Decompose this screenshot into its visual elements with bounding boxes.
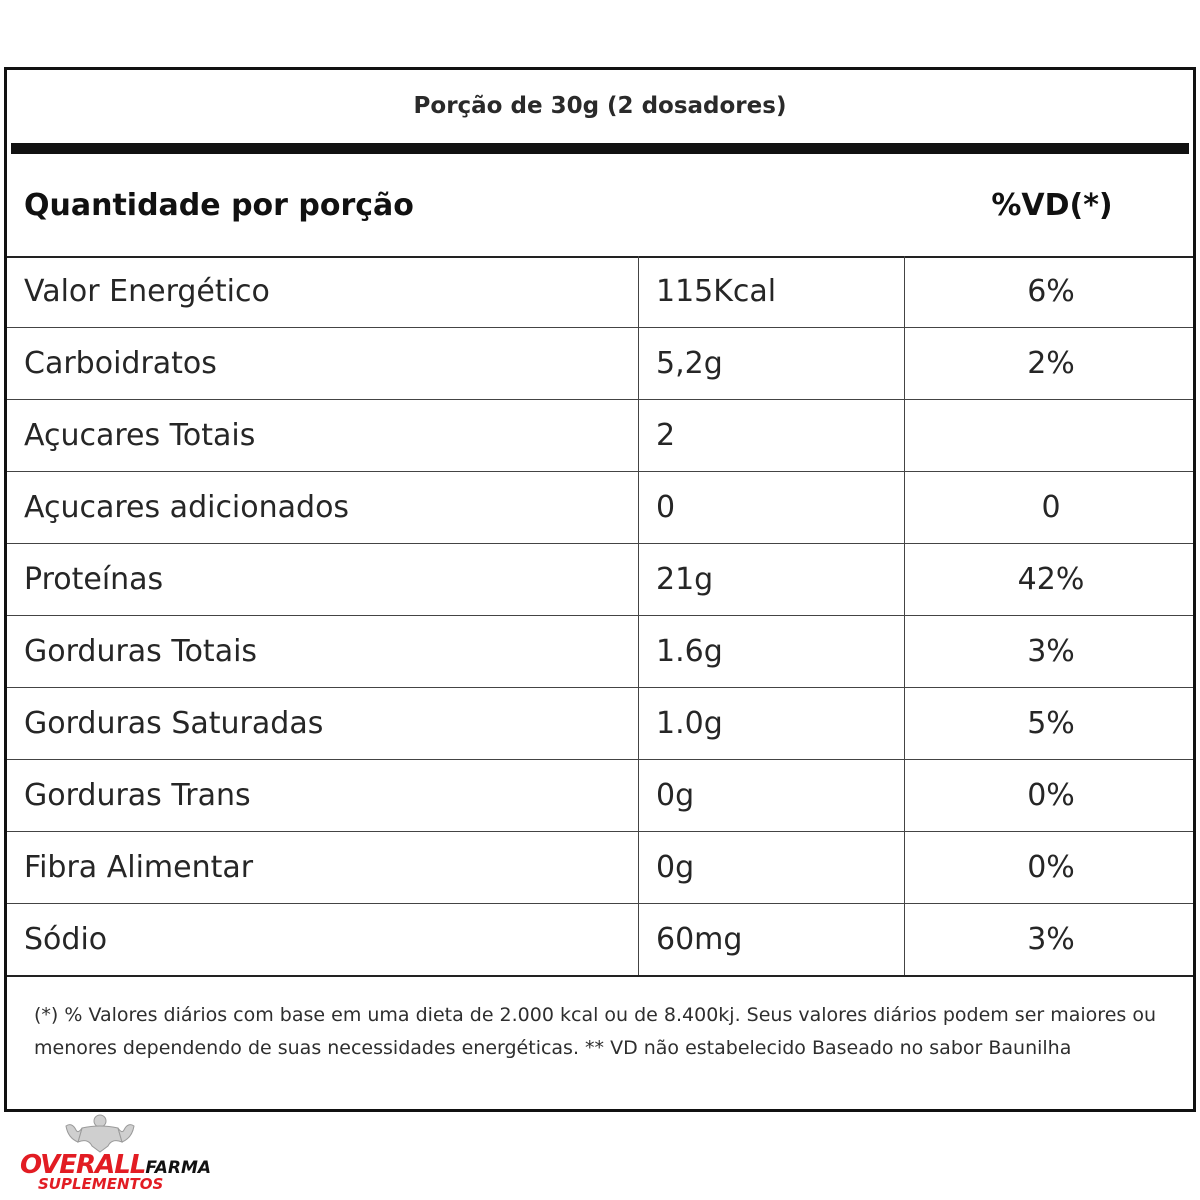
nutrient-name: Açucares adicionados [24, 490, 350, 525]
table-header: Quantidade por porção %VD(*) [7, 154, 1193, 258]
nutrient-daily-value: 3% [904, 904, 1197, 975]
nutrient-amount: 21g [638, 544, 903, 615]
table-row: Carboidratos 5,2g 2% [7, 328, 1193, 400]
nutrient-amount: 0 [638, 472, 903, 543]
nutrition-facts-table: Porção de 30g (2 dosadores) Quantidade p… [4, 67, 1196, 1112]
nutrient-name: Gorduras Totais [24, 634, 258, 669]
nutrient-name: Gorduras Trans [24, 778, 251, 813]
nutrient-daily-value: 2% [904, 328, 1197, 399]
logo-word-overall: OVERALL [20, 1150, 146, 1180]
nutrient-amount: 60mg [638, 904, 903, 975]
nutrient-amount: 0g [638, 760, 903, 831]
daily-values-footnote: (*) % Valores diários com base em uma di… [34, 1004, 1156, 1059]
nutrient-daily-value: 0% [904, 832, 1197, 903]
nutrient-amount: 0g [638, 832, 903, 903]
nutrient-rows: Valor Energético 115Kcal 6% Carboidratos… [7, 256, 1193, 977]
nutrient-daily-value: 5% [904, 688, 1197, 759]
table-row: Açucares adicionados 0 0 [7, 472, 1193, 544]
header-daily-value: %VD(*) [991, 187, 1113, 223]
table-row: Açucares Totais 2 [7, 400, 1193, 472]
nutrient-name: Gorduras Saturadas [24, 706, 324, 741]
nutrient-name: Açucares Totais [24, 418, 256, 453]
serving-size: Porção de 30g (2 dosadores) [413, 93, 787, 119]
nutrient-amount: 1.6g [638, 616, 903, 687]
nutrient-daily-value: 6% [904, 256, 1197, 327]
nutrient-daily-value: 42% [904, 544, 1197, 615]
nutrient-name: Sódio [24, 922, 108, 957]
table-row: Fibra Alimentar 0g 0% [7, 832, 1193, 904]
nutrient-amount: 115Kcal [638, 256, 903, 327]
thick-divider [11, 143, 1189, 154]
table-row: Proteínas 21g 42% [7, 544, 1193, 616]
bodybuilder-silhouette-icon [65, 1114, 135, 1153]
nutrient-daily-value: 0 [904, 472, 1197, 543]
table-row: Gorduras Saturadas 1.0g 5% [7, 688, 1193, 760]
table-row: Sódio 60mg 3% [7, 904, 1193, 977]
table-row: Valor Energético 115Kcal 6% [7, 256, 1193, 328]
nutrient-name: Proteínas [24, 562, 164, 597]
header-quantity-per-serving: Quantidade por porção [24, 187, 414, 223]
nutrient-daily-value: 0% [904, 760, 1197, 831]
nutrient-name: Fibra Alimentar [24, 850, 254, 885]
table-row: Gorduras Trans 0g 0% [7, 760, 1193, 832]
nutrient-daily-value: 3% [904, 616, 1197, 687]
logo-word-suplementos: SUPLEMENTOS [38, 1175, 164, 1193]
nutrient-amount: 2 [638, 400, 903, 471]
overall-farma-logo: OVERALLFARMA SUPLEMENTOS [20, 1112, 211, 1196]
table-row: Gorduras Totais 1.6g 3% [7, 616, 1193, 688]
logo-word-farma: FARMA [145, 1158, 212, 1178]
nutrient-amount: 1.0g [638, 688, 903, 759]
nutrient-daily-value [904, 400, 1197, 471]
nutrient-amount: 5,2g [638, 328, 903, 399]
nutrient-name: Carboidratos [24, 346, 217, 381]
nutrient-name: Valor Energético [24, 274, 270, 309]
